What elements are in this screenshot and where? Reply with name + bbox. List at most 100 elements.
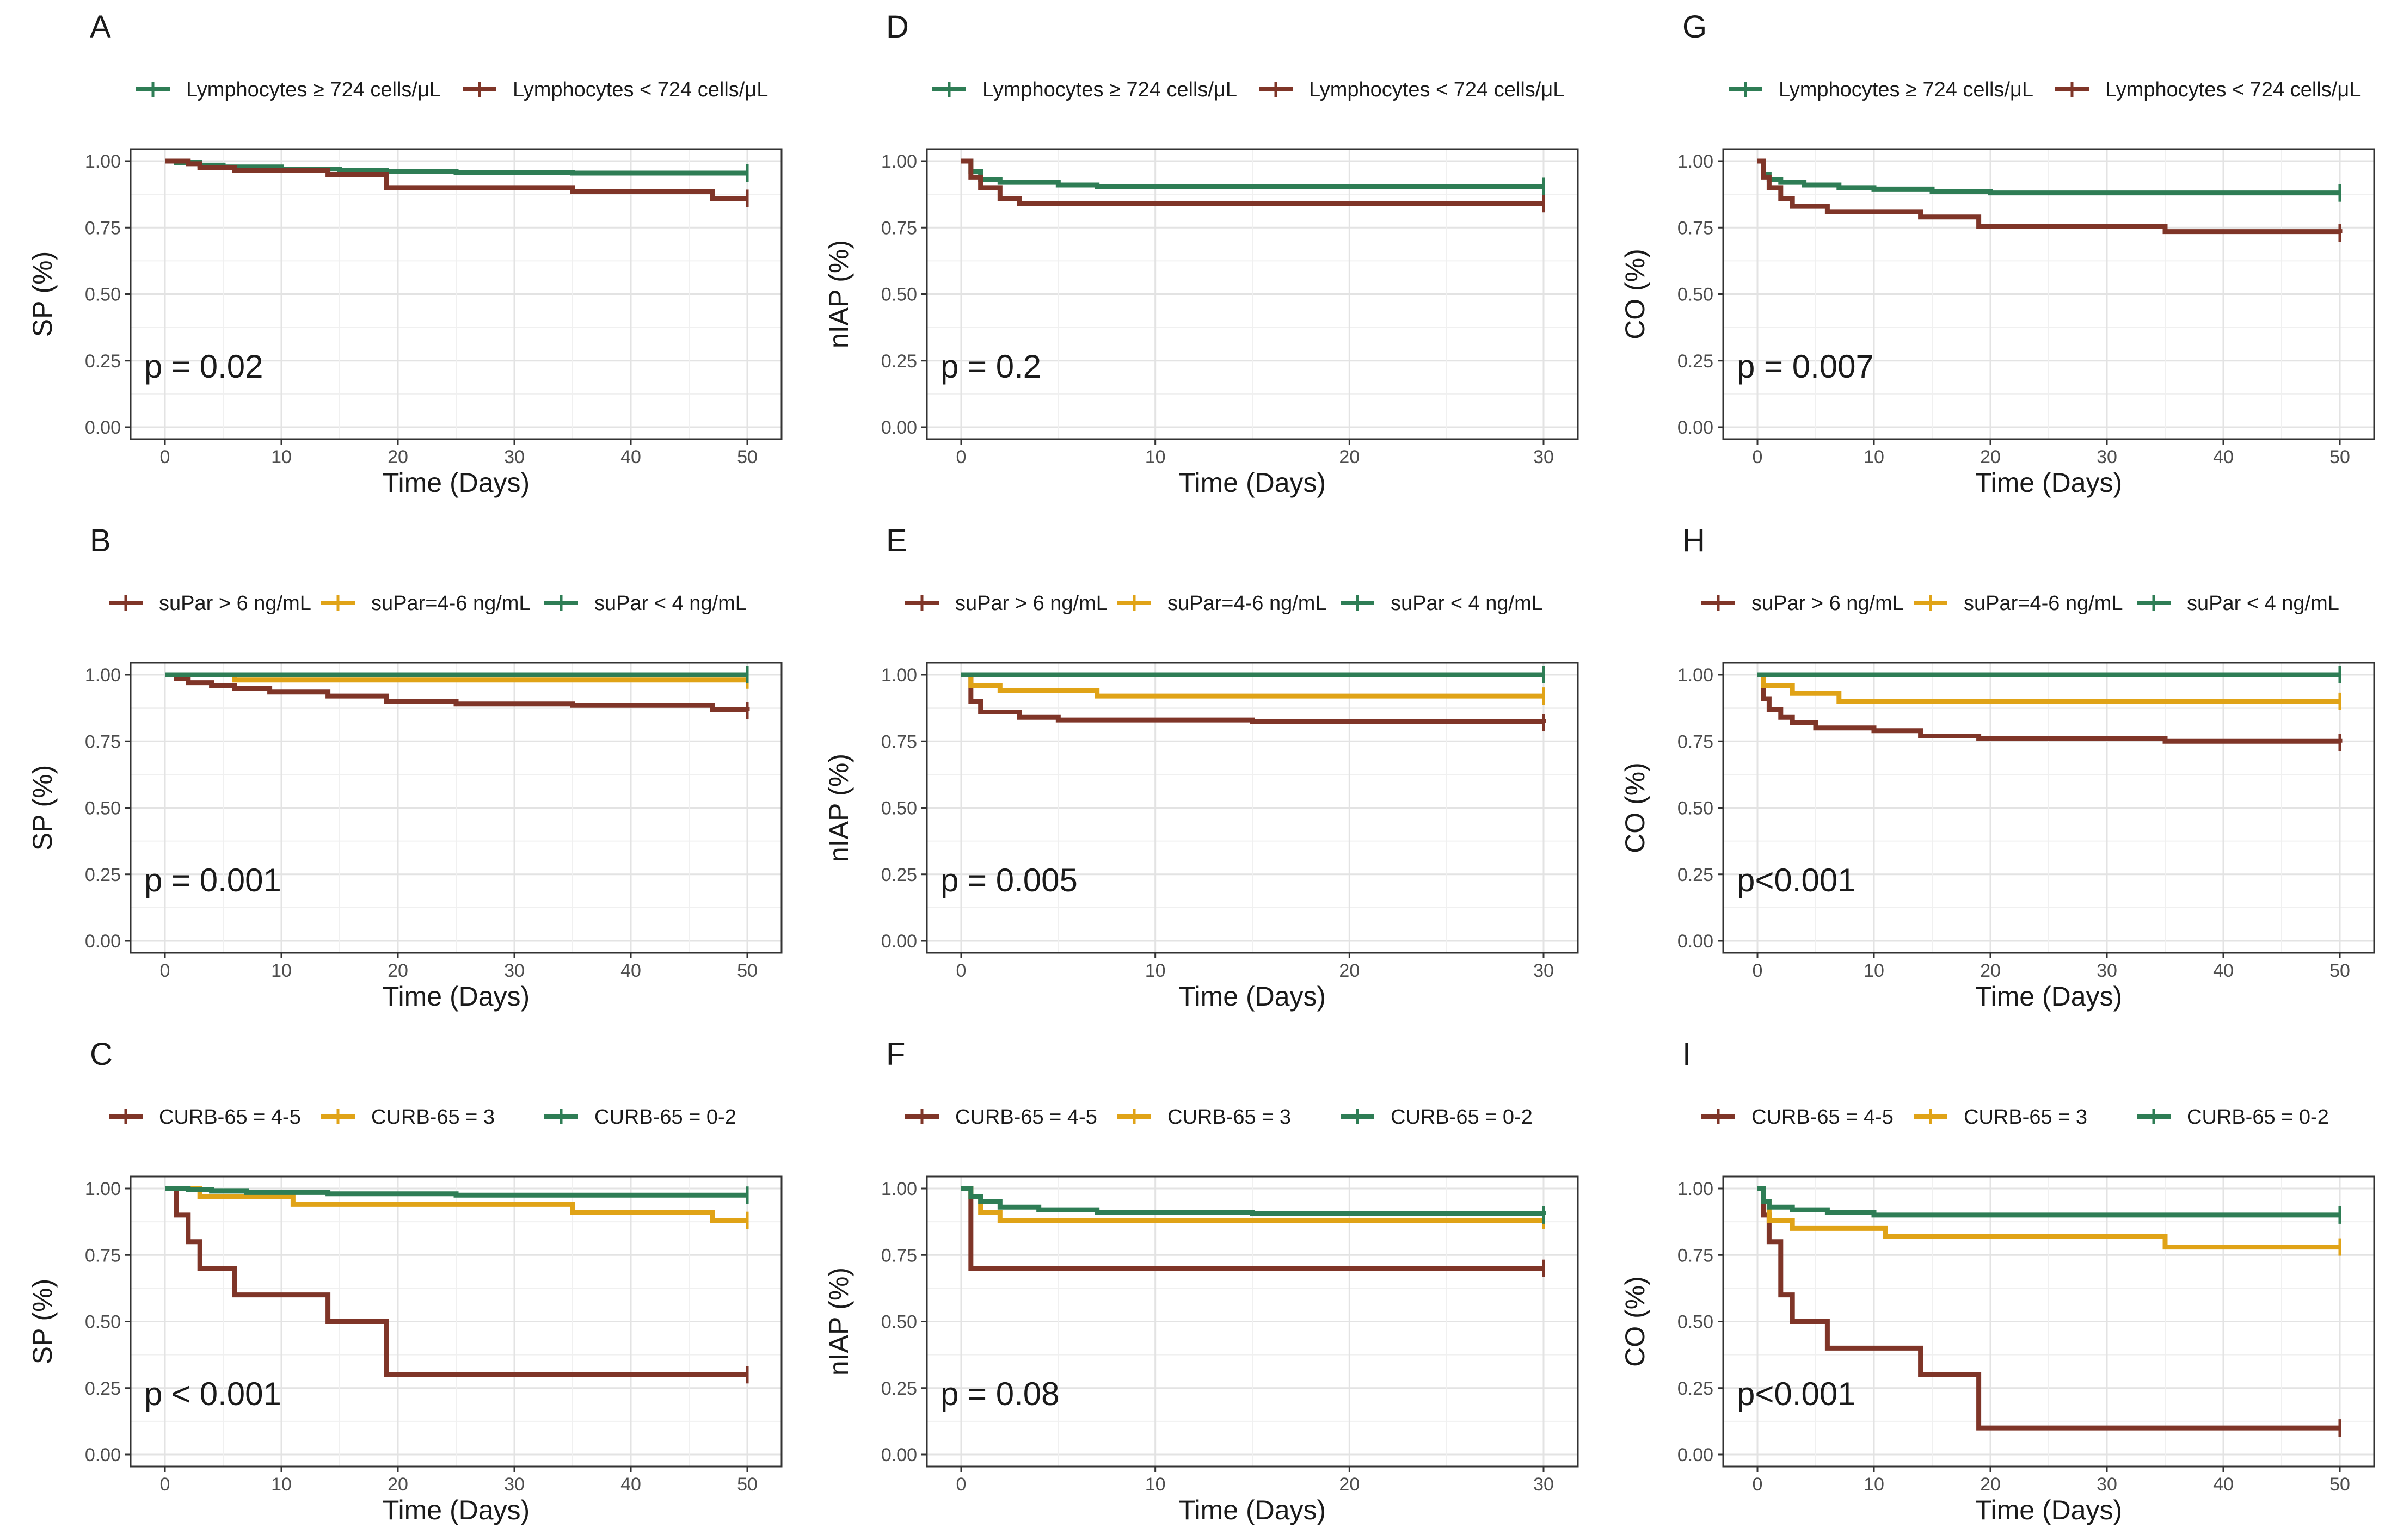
panel-c: C CURB-65 = 4-5 CURB-65 = 3 CURB-65 = 0-2 0.…: [27, 1037, 783, 1525]
y-tick-label: 0.25: [1677, 351, 1713, 372]
x-tick-label: 40: [2213, 960, 2234, 981]
plot-border: [926, 1175, 1579, 1468]
y-axis-title: CO (%): [1620, 762, 1650, 853]
plot-border: [926, 148, 1579, 440]
y-tick-label: 1.00: [1677, 665, 1713, 686]
y-tick-label: 0.00: [881, 417, 917, 438]
y-axis-title: nIAP (%): [823, 754, 854, 862]
x-tick-label: 10: [271, 960, 292, 981]
legend-item: CURB-65 = 3: [1117, 1106, 1291, 1129]
x-tick-label: 30: [2097, 960, 2117, 981]
p-value: p = 0.2: [941, 348, 1041, 385]
y-axis-title: CO (%): [1620, 1276, 1650, 1367]
legend-label: Lymphocytes ≥ 724 cells/μL: [186, 78, 441, 101]
series-line: [961, 672, 1546, 724]
y-tick-label: 0.25: [85, 1378, 121, 1399]
x-tick-label: 50: [2329, 960, 2350, 981]
series-line: [165, 1186, 747, 1198]
legend-label: suPar > 6 ng/mL: [1751, 592, 1904, 615]
y-axis-title: SP (%): [27, 251, 58, 337]
y-tick-label: 0.25: [881, 351, 917, 372]
x-tick-label: 10: [1145, 960, 1166, 981]
series-line: [165, 672, 750, 712]
y-tick-label: 0.25: [881, 1378, 917, 1399]
x-tick-label: 0: [1753, 447, 1763, 467]
legend-item: suPar=4-6 ng/mL: [1117, 592, 1327, 615]
y-tick-label: 0.75: [1677, 218, 1713, 238]
y-tick-label: 0.25: [881, 865, 917, 885]
legend-item: Lymphocytes < 724 cells/μL: [2055, 78, 2361, 101]
x-tick-label: 10: [271, 1474, 292, 1495]
x-tick-label: 20: [1980, 447, 2001, 467]
y-tick-label: 0.00: [881, 1445, 917, 1465]
x-axis-title: Time (Days): [1179, 981, 1326, 1012]
legend-item: suPar=4-6 ng/mL: [1914, 592, 2123, 615]
x-axis-title: Time (Days): [383, 467, 530, 498]
y-tick-label: 0.75: [881, 731, 917, 752]
x-axis-title: Time (Days): [1975, 1495, 2122, 1525]
legend-label: CURB-65 = 3: [1167, 1106, 1291, 1129]
legend-item: suPar > 6 ng/mL: [905, 592, 1108, 615]
y-tick-label: 1.00: [1677, 151, 1713, 172]
y-tick-label: 0.75: [85, 1245, 121, 1266]
panel-d-letter: D: [886, 9, 909, 45]
legend-label: Lymphocytes < 724 cells/μL: [1309, 78, 1564, 101]
y-tick-label: 1.00: [85, 151, 121, 172]
legend-label: suPar=4-6 ng/mL: [1964, 592, 2123, 615]
y-tick-label: 0.00: [85, 1445, 121, 1465]
y-tick-label: 0.25: [1677, 1378, 1713, 1399]
series-line: [961, 158, 1544, 206]
legend-item: CURB-65 = 3: [1914, 1106, 2087, 1129]
y-tick-label: 0.00: [881, 931, 917, 952]
legend-label: CURB-65 = 3: [371, 1106, 495, 1129]
panel-d: D Lymphocytes ≥ 724 cells/μL Lymphocytes <…: [823, 9, 1579, 498]
y-tick-label: 0.50: [85, 285, 121, 305]
panel-i-letter: I: [1682, 1037, 1691, 1072]
x-tick-label: 50: [737, 960, 758, 981]
x-axis-title: Time (Days): [383, 1495, 530, 1525]
x-tick-label: 50: [737, 1474, 758, 1495]
y-tick-label: 1.00: [85, 665, 121, 686]
legend-label: CURB-65 = 0-2: [594, 1106, 736, 1129]
series-line: [1757, 1186, 2340, 1431]
x-tick-label: 20: [388, 447, 408, 467]
plot-border: [130, 148, 783, 440]
series-line: [1757, 672, 2343, 744]
x-axis-title: Time (Days): [1975, 467, 2122, 498]
y-tick-label: 0.50: [881, 1312, 917, 1333]
x-tick-label: 30: [504, 1474, 525, 1495]
legend-item: suPar < 4 ng/mL: [544, 592, 747, 615]
x-tick-label: 50: [2329, 447, 2350, 467]
x-axis-title: Time (Days): [1179, 467, 1326, 498]
y-axis-title: CO (%): [1620, 249, 1650, 340]
x-tick-label: 40: [620, 447, 641, 467]
y-tick-label: 0.75: [881, 1245, 917, 1266]
legend-label: CURB-65 = 4-5: [955, 1106, 1097, 1129]
panel-f: F CURB-65 = 4-5 CURB-65 = 3 CURB-65 = 0-2 0.…: [823, 1037, 1579, 1525]
x-tick-label: 30: [1533, 960, 1554, 981]
panel-b-letter: B: [90, 523, 111, 558]
legend-label: suPar < 4 ng/mL: [594, 592, 747, 615]
legend-label: CURB-65 = 0-2: [2187, 1106, 2329, 1129]
x-tick-label: 50: [737, 447, 758, 467]
legend-item: CURB-65 = 0-2: [1341, 1106, 1533, 1129]
y-tick-label: 0.50: [881, 798, 917, 819]
x-tick-label: 40: [2213, 1474, 2234, 1495]
legend-item: suPar=4-6 ng/mL: [321, 592, 531, 615]
p-value: p = 0.005: [941, 862, 1078, 898]
legend-label: CURB-65 = 3: [1964, 1106, 2087, 1129]
y-tick-label: 0.00: [85, 417, 121, 438]
legend-item: Lymphocytes ≥ 724 cells/μL: [1729, 78, 2033, 101]
plot-border: [130, 662, 783, 954]
y-axis-title: SP (%): [27, 765, 58, 851]
y-tick-label: 0.00: [85, 931, 121, 952]
series-line: [165, 1186, 747, 1223]
panel-g-letter: G: [1682, 9, 1707, 45]
legend-label: Lymphocytes ≥ 724 cells/μL: [1779, 78, 2033, 101]
series-line: [165, 1186, 747, 1377]
x-tick-label: 20: [1980, 1474, 2001, 1495]
legend-item: suPar < 4 ng/mL: [1341, 592, 1543, 615]
legend-label: suPar > 6 ng/mL: [955, 592, 1108, 615]
